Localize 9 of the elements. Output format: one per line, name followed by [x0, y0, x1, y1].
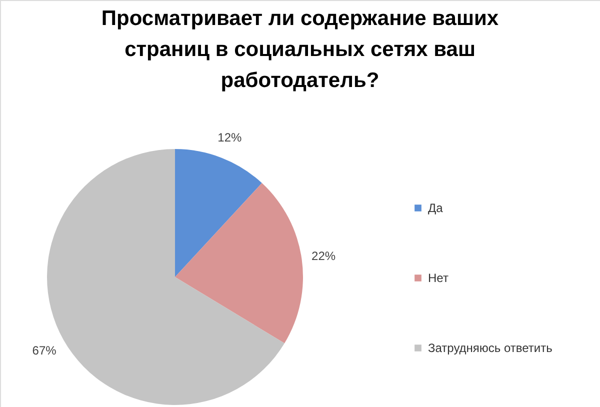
data-label: 12% — [218, 130, 242, 144]
data-label: 67% — [32, 344, 57, 358]
legend-label: Да — [428, 201, 444, 215]
legend-label: Нет — [428, 271, 449, 285]
chart-title: Просматривает ли содержание ваших страниц в социальных сетях ваш работодатель? — [101, 7, 499, 92]
legend-label: Затрудняюсь ответить — [428, 341, 552, 355]
pie-slice — [175, 183, 303, 344]
pie-slice — [175, 149, 262, 277]
data-label: 22% — [312, 249, 336, 264]
